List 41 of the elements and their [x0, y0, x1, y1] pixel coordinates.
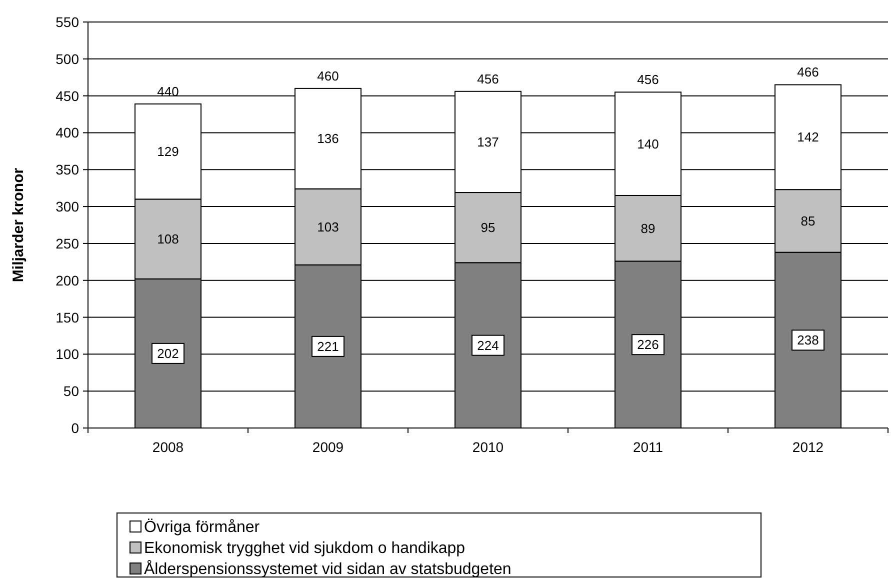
y-tick-label: 350 [56, 162, 80, 178]
x-tick-label: 2008 [152, 439, 184, 455]
y-tick-label: 250 [56, 235, 80, 252]
data-label: 221 [317, 338, 339, 354]
total-label: 460 [317, 68, 339, 84]
data-label: 202 [157, 346, 179, 361]
y-tick-label: 0 [71, 420, 80, 436]
data-label: 224 [477, 338, 499, 353]
y-axis-title: Miljarder kronor [10, 168, 27, 282]
y-tick-label: 500 [56, 50, 80, 67]
y-tick-label: 450 [56, 88, 80, 104]
data-label: 129 [157, 144, 179, 160]
y-tick-label: 200 [56, 272, 80, 288]
legend-label: Ekonomisk trygghet vid sjukdom o handikapp [144, 540, 466, 557]
data-label: 142 [797, 130, 819, 145]
total-label: 440 [157, 84, 179, 99]
legend-label: Ålderspensionssystemet vid sidan av statsbudgeten [144, 560, 512, 578]
data-label: 95 [480, 220, 496, 236]
x-tick-label: 2009 [312, 439, 344, 455]
y-tick-label: 300 [56, 198, 80, 215]
data-label: 140 [637, 136, 659, 152]
data-label: 108 [157, 232, 179, 247]
x-tick-label: 2010 [472, 439, 504, 455]
data-label: 137 [477, 134, 499, 150]
y-tick-label: 550 [56, 14, 80, 30]
x-tick-label: 2011 [632, 439, 664, 455]
data-label: 85 [800, 213, 816, 228]
y-tick-label: 400 [56, 124, 80, 141]
data-label: 89 [640, 220, 656, 236]
total-label: 456 [477, 71, 499, 86]
y-tick-label: 150 [56, 309, 80, 326]
x-tick-label: 2012 [792, 439, 824, 455]
total-label: 466 [797, 64, 819, 80]
y-tick-label: 100 [56, 346, 80, 362]
y-tick-label: 50 [63, 383, 80, 400]
data-label: 103 [317, 219, 339, 234]
total-label: 456 [637, 72, 659, 88]
data-label: 226 [637, 337, 659, 352]
data-label: 238 [797, 332, 819, 348]
legend-label: Övriga förmåner [144, 518, 260, 536]
data-label: 136 [317, 131, 339, 146]
